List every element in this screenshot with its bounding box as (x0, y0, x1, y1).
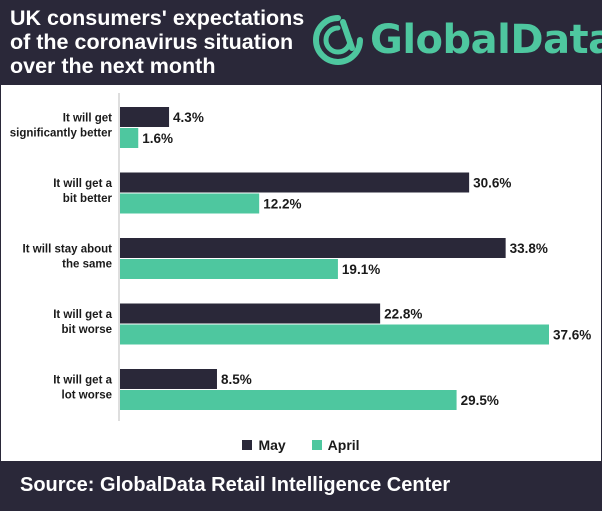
bar-april (120, 259, 338, 279)
chart-title: UK consumers' expectations of the corona… (10, 6, 305, 78)
data-label: 19.1% (342, 262, 380, 277)
globaldata-logo: GlobalData. (312, 12, 602, 68)
data-label: 29.5% (461, 393, 499, 408)
data-label: 30.6% (473, 176, 511, 191)
legend: May April (0, 434, 602, 456)
data-label: 33.8% (510, 241, 548, 256)
header-banner: UK consumers' expectations of the corona… (0, 0, 602, 85)
legend-swatch-april (311, 440, 322, 450)
bar-april (120, 390, 457, 410)
bar-april (120, 324, 549, 345)
footer-banner: Source: GlobalData Retail Intelligence C… (0, 461, 602, 511)
logo-wordmark: GlobalData. (370, 17, 602, 63)
data-label: 1.6% (142, 131, 173, 146)
bar-april (120, 193, 260, 214)
category-label: bit worse (62, 324, 112, 336)
category-label: It will stay about (23, 244, 113, 256)
legend-item-april: April (311, 437, 360, 453)
bar-may (120, 303, 381, 324)
data-label: 37.6% (553, 328, 591, 343)
bar-may (120, 369, 217, 389)
bar-may (120, 107, 170, 127)
legend-label-april: April (327, 437, 360, 453)
category-label: It will get a (53, 309, 112, 321)
category-label: significantly better (10, 128, 113, 140)
legend-item-may: May (242, 437, 286, 453)
bar-may (120, 238, 506, 258)
category-label: It will get a (53, 178, 112, 190)
globaldata-logo-icon (313, 15, 363, 65)
category-label: the same (62, 259, 112, 271)
category-label: lot worse (62, 390, 112, 402)
legend-label-may: May (258, 437, 286, 453)
legend-swatch-may (242, 440, 253, 450)
category-label: bit better (63, 193, 113, 205)
data-label: 8.5% (221, 372, 252, 387)
data-label: 4.3% (173, 110, 204, 125)
source-note: Source: GlobalData Retail Intelligence C… (20, 474, 451, 496)
bar-may (120, 172, 470, 193)
bar-april (120, 128, 139, 148)
category-label: It will get (63, 113, 112, 125)
bar-chart: It will get significantly better 4.3%1.6% I… (10, 93, 591, 421)
category-label: It will get a (53, 375, 112, 387)
data-label: 12.2% (263, 197, 301, 212)
data-label: 22.8% (384, 307, 422, 322)
